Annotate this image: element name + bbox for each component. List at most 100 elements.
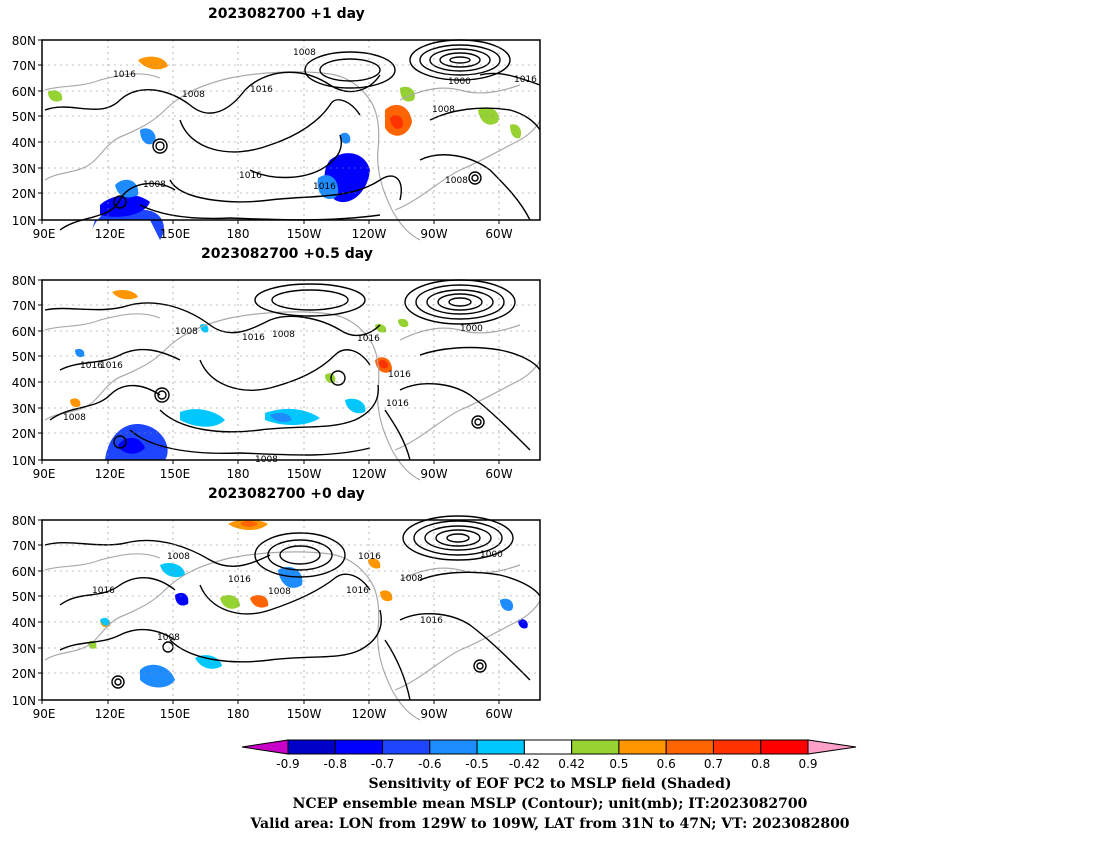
lat-label: 20N: [12, 187, 36, 201]
shade-negative: [270, 412, 292, 423]
lon-label: 180: [227, 227, 250, 241]
panel-title-plus-1-day: 2023082700 +1 day: [208, 6, 365, 22]
contour-label: 1008: [143, 180, 166, 190]
contour-label: 1000: [448, 77, 471, 87]
isobar-layer: [44, 39, 541, 231]
sensitivity-map-plus-1-day: 1008 1016 1008 1016 1008 1000 1016 1008 …: [12, 34, 541, 241]
low-center: [157, 390, 167, 400]
colorbar-tick-label: -0.42: [509, 757, 540, 771]
lat-label: 80N: [12, 514, 36, 528]
lat-label: 50N: [12, 590, 36, 604]
low-center: [162, 641, 174, 653]
lat-label: 30N: [12, 642, 36, 656]
low-center: [446, 533, 470, 543]
isobar-layer: [44, 515, 541, 701]
shade-positive: [220, 595, 240, 609]
lon-label: 150W: [287, 227, 322, 241]
low-center: [402, 515, 514, 561]
sensitivity-map-plus-half-day: 1008 1016 1016 1008 1016 1016 1000 1016 …: [12, 274, 541, 481]
map-axes: 80N 70N 60N 50N 40N 30N 20N 10N 90E 120E…: [12, 34, 541, 241]
low-center: [254, 283, 366, 317]
contour-label: 1016: [346, 586, 369, 596]
lat-label: 70N: [12, 539, 36, 553]
colorbar-tick-label: -0.9: [276, 757, 299, 771]
contour-label: 1016: [386, 399, 409, 409]
lat-label: 50N: [12, 110, 36, 124]
low-center: [155, 141, 165, 151]
contour-label: 1008: [272, 330, 295, 340]
shade-negative: [317, 175, 339, 199]
low-center: [439, 52, 481, 68]
low-center: [471, 174, 479, 182]
lat-label: 40N: [12, 616, 36, 630]
map-frame: [41, 39, 541, 221]
contour-label: 1008: [268, 587, 291, 597]
low-center: [114, 678, 122, 686]
lon-label: 120W: [352, 467, 387, 481]
shade-positive: [112, 289, 138, 300]
low-center: [449, 56, 471, 64]
lon-label: 90W: [420, 467, 447, 481]
low-center: [473, 659, 487, 673]
contour-label: 1016: [388, 370, 411, 380]
sensitivity-map-plus-0-day: 1008 1016 1016 1008 1016 1016 1008 1000 …: [12, 514, 541, 721]
colorbar: -0.9 -0.8 -0.7 -0.6 -0.5 -0.42 0.42 0.5 0.6 0.7 0.…: [241, 739, 857, 771]
lat-label: 10N: [12, 454, 36, 468]
lat-label: 40N: [12, 376, 36, 390]
low-center: [154, 387, 170, 403]
low-center: [419, 44, 501, 76]
contour-label: 1016: [514, 75, 537, 85]
contour-label: 1016: [239, 171, 262, 181]
lon-label: 180: [227, 707, 250, 721]
contour-label: 1016: [100, 361, 123, 371]
contour-label: 1008: [167, 552, 190, 562]
shade-negative: [195, 655, 222, 669]
gridlines: [42, 280, 540, 460]
low-center: [413, 520, 503, 556]
contour-label: 1016: [358, 552, 381, 562]
lat-label: 70N: [12, 299, 36, 313]
shade-negative: [175, 592, 189, 606]
gridlines: [42, 40, 540, 220]
shade-positive: [138, 56, 168, 70]
contour-label: 1016: [250, 85, 273, 95]
lon-label: 120W: [352, 227, 387, 241]
shade-positive: [48, 90, 63, 102]
lat-label: 40N: [12, 136, 36, 150]
map-axes: 80N 70N 60N 50N 40N 30N 20N 10N 90E 120E…: [12, 514, 541, 721]
lon-label: 90E: [33, 707, 56, 721]
shade-negative: [140, 128, 156, 145]
low-center: [152, 138, 168, 154]
panel-title-plus-0-day: 2023082700 +0 day: [208, 486, 365, 502]
shade-negative: [180, 409, 225, 427]
low-center: [304, 51, 396, 89]
shade-negative: [118, 437, 145, 454]
shade-positive: [70, 398, 81, 408]
shade-positive: [368, 558, 381, 569]
lon-label: 120W: [352, 707, 387, 721]
map-frame: [41, 519, 541, 701]
panel-title-plus-half-day: 2023082700 +0.5 day: [201, 246, 373, 262]
shade-positive: [325, 373, 336, 384]
tick-marks: [38, 39, 500, 224]
low-center: [113, 435, 127, 449]
low-center: [426, 289, 494, 315]
lon-label: 150E: [160, 707, 191, 721]
low-center: [111, 675, 125, 689]
contour-label: 1016: [228, 575, 251, 585]
lon-label: 60W: [485, 707, 512, 721]
shade-positive: [240, 520, 258, 527]
colorbar-low-end-arrow: [241, 739, 289, 755]
low-center: [424, 525, 492, 551]
low-center: [319, 58, 381, 82]
colorbar-tick-label: 0.9: [798, 757, 817, 771]
low-center: [476, 662, 484, 670]
colorbar-tick-label: 0.5: [609, 757, 628, 771]
colorbar-cell: [523, 739, 573, 755]
shade-negative: [115, 179, 139, 198]
colorbar-tick-label: 0.6: [657, 757, 676, 771]
colorbar-tick-label: 0.7: [704, 757, 723, 771]
low-center: [448, 297, 472, 307]
shade-positive: [398, 318, 409, 328]
lat-label: 70N: [12, 59, 36, 73]
